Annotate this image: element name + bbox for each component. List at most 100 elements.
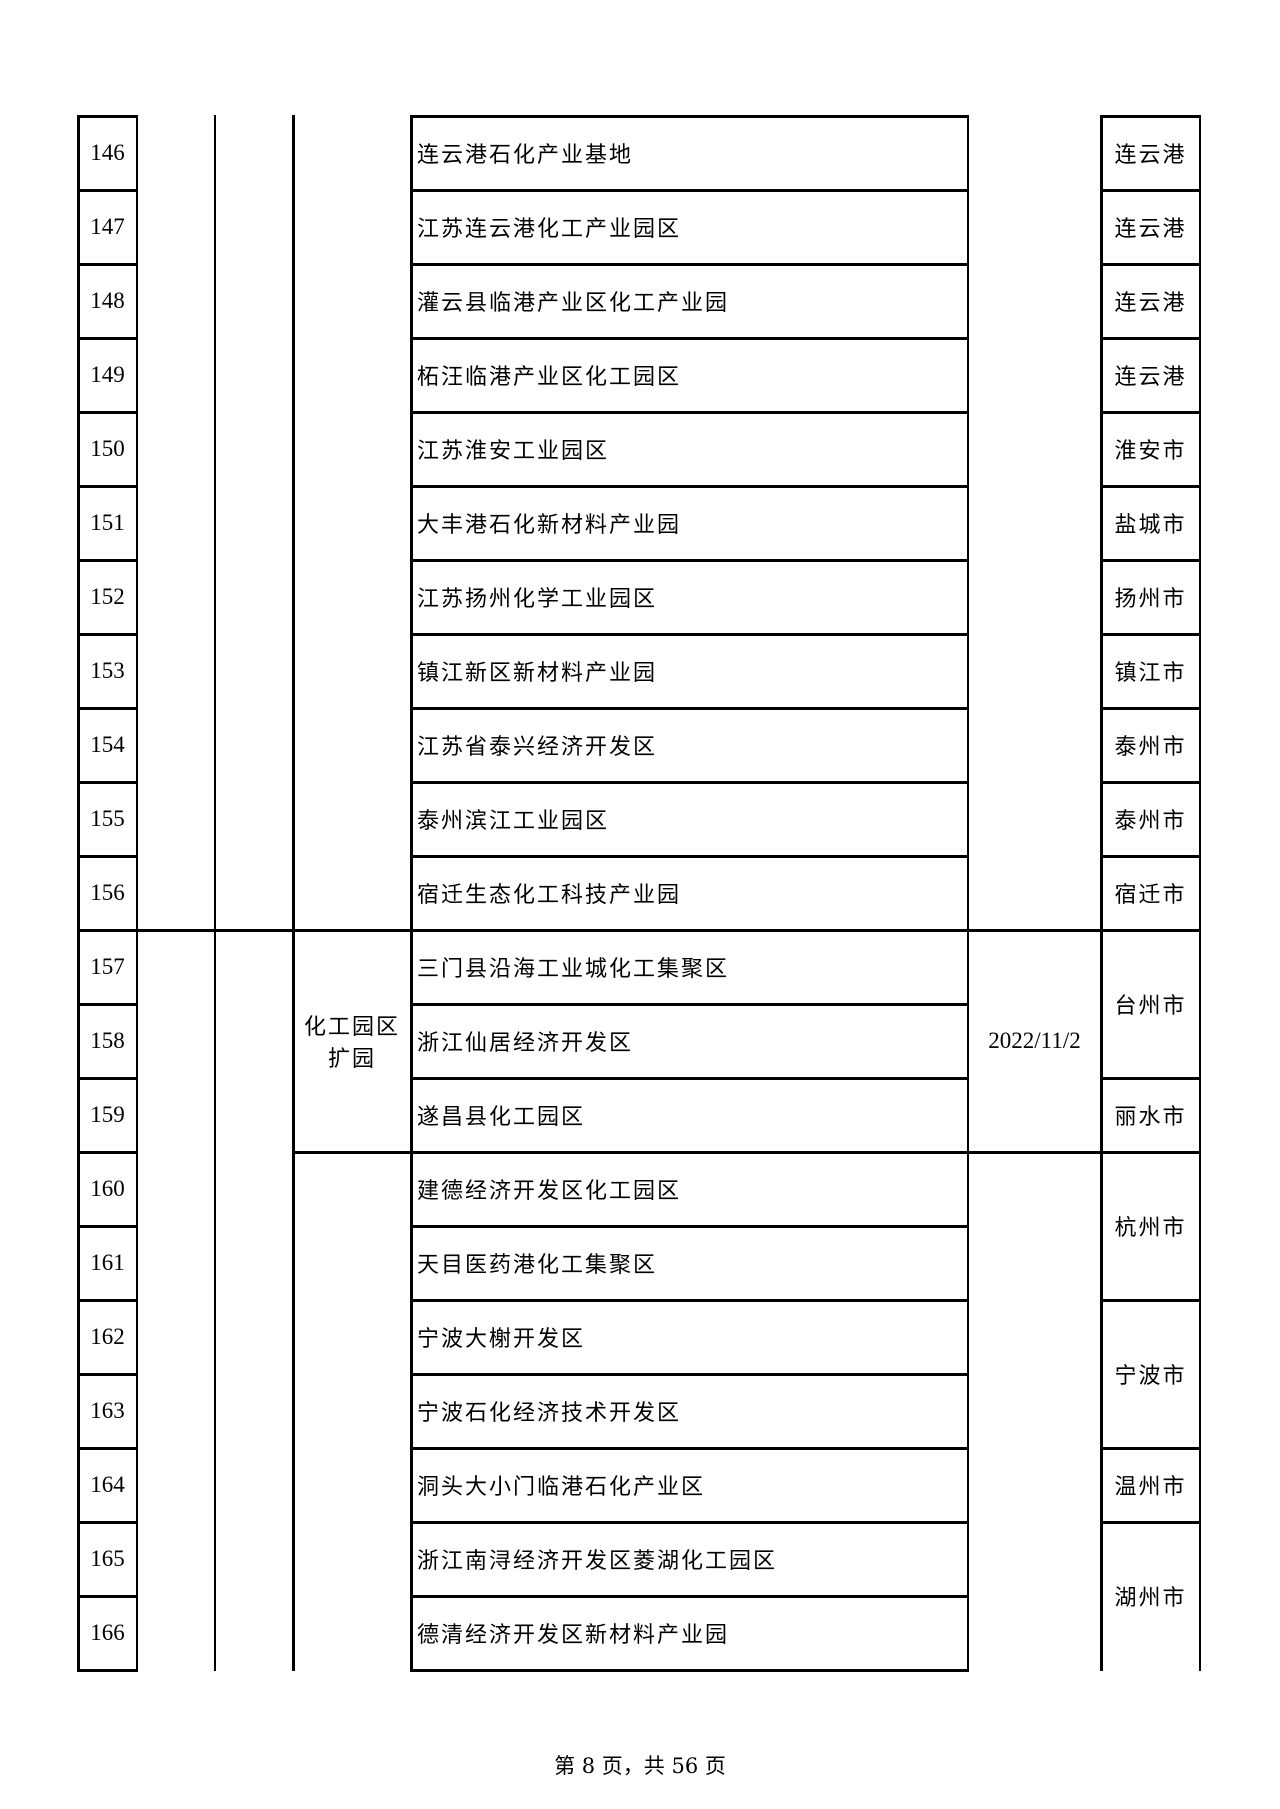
row-number: 165 xyxy=(90,1546,125,1571)
grid-line-h xyxy=(77,1003,138,1006)
city: 泰州市 xyxy=(1114,809,1187,834)
grid-line-h xyxy=(1100,115,1201,118)
grid-line-v xyxy=(214,115,216,1671)
park-name: 洞头大小门临港石化产业区 xyxy=(417,1475,706,1500)
city: 连云港 xyxy=(1114,217,1187,242)
park-name: 柘汪临港产业区化工园区 xyxy=(417,365,682,390)
park-name: 浙江南浔经济开发区菱湖化工园区 xyxy=(417,1549,778,1574)
grid-line-v xyxy=(1199,115,1201,1671)
row-number: 149 xyxy=(90,362,125,387)
city: 宁波市 xyxy=(1114,1364,1187,1389)
grid-line-h xyxy=(967,1151,1102,1154)
grid-line-h xyxy=(410,707,969,710)
grid-line-h xyxy=(410,1003,969,1006)
grid-line-v xyxy=(967,115,969,1671)
date: 2022/11/2 xyxy=(988,1028,1081,1053)
category-type: 化工园区扩园 xyxy=(303,1015,400,1072)
park-name: 江苏淮安工业园区 xyxy=(417,439,610,464)
row-number: 158 xyxy=(90,1028,125,1053)
grid-line-h xyxy=(77,855,138,858)
park-name: 浙江仙居经济开发区 xyxy=(417,1031,634,1056)
grid-line-h xyxy=(1100,707,1201,710)
grid-line-h xyxy=(77,1077,138,1080)
park-name: 德清经济开发区新材料产业园 xyxy=(417,1623,730,1648)
grid-line-v xyxy=(410,115,413,1671)
park-name: 灌云县临港产业区化工产业园 xyxy=(417,291,730,316)
row-number: 161 xyxy=(90,1250,125,1275)
row-number: 164 xyxy=(90,1472,125,1497)
grid-line-h xyxy=(1100,929,1201,932)
grid-line-h xyxy=(410,855,969,858)
grid-line-h xyxy=(77,633,138,636)
row-number: 166 xyxy=(90,1620,125,1645)
grid-line-h xyxy=(292,1151,412,1154)
city: 泰州市 xyxy=(1114,735,1187,760)
grid-line-h xyxy=(77,189,138,192)
park-name: 宿迁生态化工科技产业园 xyxy=(417,883,682,908)
park-name: 宁波石化经济技术开发区 xyxy=(417,1401,682,1426)
grid-line-h xyxy=(77,1225,138,1228)
row-number: 151 xyxy=(90,510,125,535)
city: 连云港 xyxy=(1114,143,1187,168)
city: 湖州市 xyxy=(1114,1586,1187,1611)
grid-line-h xyxy=(77,929,138,932)
grid-line-h xyxy=(77,707,138,710)
park-name: 江苏连云港化工产业园区 xyxy=(417,217,682,242)
grid-line-h xyxy=(410,633,969,636)
row-number: 146 xyxy=(90,140,125,165)
city: 杭州市 xyxy=(1114,1216,1187,1241)
city: 镇江市 xyxy=(1114,661,1187,686)
grid-line-h xyxy=(77,559,138,562)
grid-line-h xyxy=(77,1669,138,1672)
park-name: 建德经济开发区化工园区 xyxy=(417,1179,682,1204)
grid-line-h xyxy=(1100,633,1201,636)
grid-line-h xyxy=(410,929,969,932)
grid-line-h xyxy=(1100,1447,1201,1450)
grid-line-h xyxy=(967,929,1102,932)
park-name: 遂昌县化工园区 xyxy=(417,1105,586,1130)
page-footer: 第 8 页，共 56 页 xyxy=(554,1754,726,1778)
grid-line-h xyxy=(1100,485,1201,488)
grid-line-h xyxy=(410,485,969,488)
row-number: 152 xyxy=(90,584,125,609)
city: 盐城市 xyxy=(1114,513,1187,538)
grid-line-h xyxy=(77,485,138,488)
grid-line-h xyxy=(1100,1299,1201,1302)
grid-line-h xyxy=(1100,559,1201,562)
grid-line-h xyxy=(410,1077,969,1080)
row-number: 162 xyxy=(90,1324,125,1349)
park-name: 泰州滨江工业园区 xyxy=(417,809,610,834)
city: 宿迁市 xyxy=(1114,883,1187,908)
grid-line-h xyxy=(410,411,969,414)
row-number: 157 xyxy=(90,954,125,979)
park-name: 江苏省泰兴经济开发区 xyxy=(417,735,658,760)
grid-line-h xyxy=(410,1151,969,1154)
park-name: 江苏扬州化学工业园区 xyxy=(417,587,658,612)
grid-line-h xyxy=(1100,1151,1201,1154)
grid-line-h xyxy=(1100,263,1201,266)
city: 丽水市 xyxy=(1114,1105,1187,1130)
row-number: 153 xyxy=(90,658,125,683)
city: 连云港 xyxy=(1114,291,1187,316)
grid-line-h xyxy=(1100,189,1201,192)
grid-line-h xyxy=(77,781,138,784)
grid-line-h xyxy=(1100,855,1201,858)
grid-line-h xyxy=(77,411,138,414)
row-number: 154 xyxy=(90,732,125,757)
grid-line-h xyxy=(77,115,138,118)
row-number: 155 xyxy=(90,806,125,831)
city: 淮安市 xyxy=(1114,439,1187,464)
grid-line-h xyxy=(410,559,969,562)
city: 扬州市 xyxy=(1114,587,1187,612)
grid-line-h xyxy=(77,1595,138,1598)
grid-line-h xyxy=(410,1521,969,1524)
park-name: 大丰港石化新材料产业园 xyxy=(417,513,682,538)
row-number: 160 xyxy=(90,1176,125,1201)
grid-line-h xyxy=(410,1669,969,1672)
grid-line-h xyxy=(410,337,969,340)
grid-line-h xyxy=(410,781,969,784)
grid-line-h xyxy=(77,1151,138,1154)
grid-line-h xyxy=(1100,337,1201,340)
park-name: 天目医药港化工集聚区 xyxy=(417,1253,658,1278)
grid-line-h xyxy=(77,1521,138,1524)
